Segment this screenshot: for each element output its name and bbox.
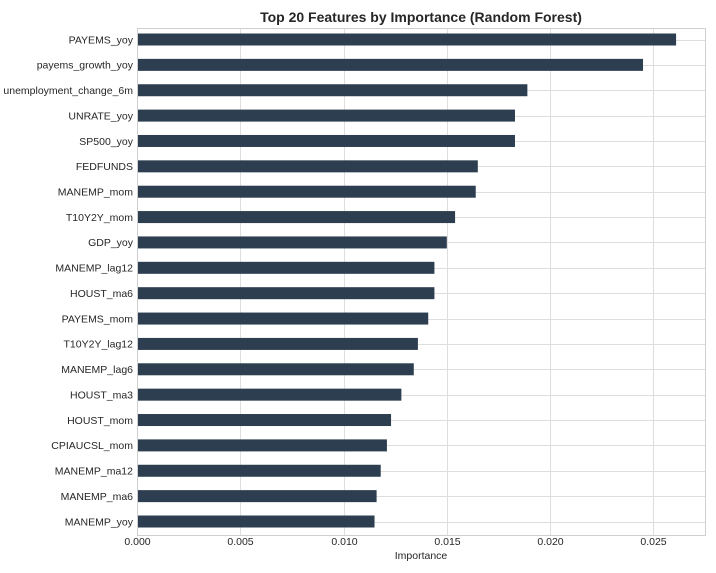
y-tick-label: SP500_yoy (79, 136, 133, 148)
bar-houst-ma6 (137, 287, 435, 300)
x-tick-label: 0.005 (227, 536, 253, 548)
x-tick-label: 0.010 (331, 536, 357, 548)
bar-manemp-ma6 (137, 490, 377, 503)
y-tick-label: MANEMP_lag6 (61, 364, 133, 376)
bar-gdp-yoy (137, 236, 447, 249)
bar-payems-growth-yoy (137, 58, 644, 71)
y-tick-label: unemployment_change_6m (3, 85, 133, 97)
x-tick-label: 0.015 (434, 536, 460, 548)
y-tick-label: HOUST_ma6 (70, 288, 133, 300)
y-tick-labels: PAYEMS_yoy payems_growth_yoy unemployment_… (3, 34, 133, 528)
y-tick-label: MANEMP_lag12 (55, 263, 133, 275)
bar-unrate-yoy (137, 109, 515, 122)
bar-sp500-yoy (137, 134, 515, 147)
y-tick-label: T10Y2Y_lag12 (64, 339, 134, 351)
bar-t10y2y-lag12 (137, 337, 418, 350)
bar-houst-mom (137, 414, 392, 427)
grid-layer (137, 28, 705, 535)
y-tick-label: MANEMP_yoy (65, 516, 134, 528)
y-tick-label: MANEMP_ma6 (61, 491, 134, 503)
plot-frame (137, 28, 706, 536)
bar-manemp-lag6 (137, 363, 414, 376)
y-tick-label: T10Y2Y_mom (66, 212, 133, 224)
bar-manemp-lag12 (137, 261, 435, 274)
y-tick-label: HOUST_mom (67, 415, 133, 427)
y-tick-label: HOUST_ma3 (70, 389, 133, 401)
x-tick-label: 0.000 (124, 536, 150, 548)
bar-houst-ma3 (137, 388, 402, 401)
bar-unemployment-change-6m (137, 84, 528, 97)
y-tick-label: CPIAUCSL_mom (51, 440, 133, 452)
y-tick-label: FEDFUNDS (76, 161, 133, 173)
x-tick-label: 0.020 (537, 536, 563, 548)
bar-payems-yoy (137, 33, 677, 46)
x-axis-label: Importance (395, 550, 448, 562)
bar-fedfunds (137, 160, 478, 173)
bar-cpiaucsl-mom (137, 439, 387, 452)
y-tick-label: UNRATE_yoy (68, 110, 133, 122)
bar-manemp-mom (137, 185, 476, 198)
bars-layer (137, 33, 677, 528)
bar-manemp-ma12 (137, 464, 381, 477)
x-tick-label: 0.025 (640, 536, 666, 548)
bar-t10y2y-mom (137, 211, 456, 224)
y-tick-label: MANEMP_mom (58, 187, 134, 199)
y-tick-label: GDP_yoy (88, 237, 134, 249)
y-tick-label: MANEMP_ma12 (55, 466, 133, 478)
bar-manemp-yoy (137, 515, 375, 528)
x-tick-labels: 0.000 0.005 0.010 0.015 0.020 0.025 (124, 536, 666, 548)
bar-payems-mom (137, 312, 429, 325)
y-tick-label: PAYEMS_yoy (69, 34, 134, 46)
chart-title: Top 20 Features by Importance (Random Fo… (260, 9, 582, 25)
y-tick-label: PAYEMS_mom (62, 313, 134, 325)
y-tick-label: payems_growth_yoy (37, 60, 134, 72)
